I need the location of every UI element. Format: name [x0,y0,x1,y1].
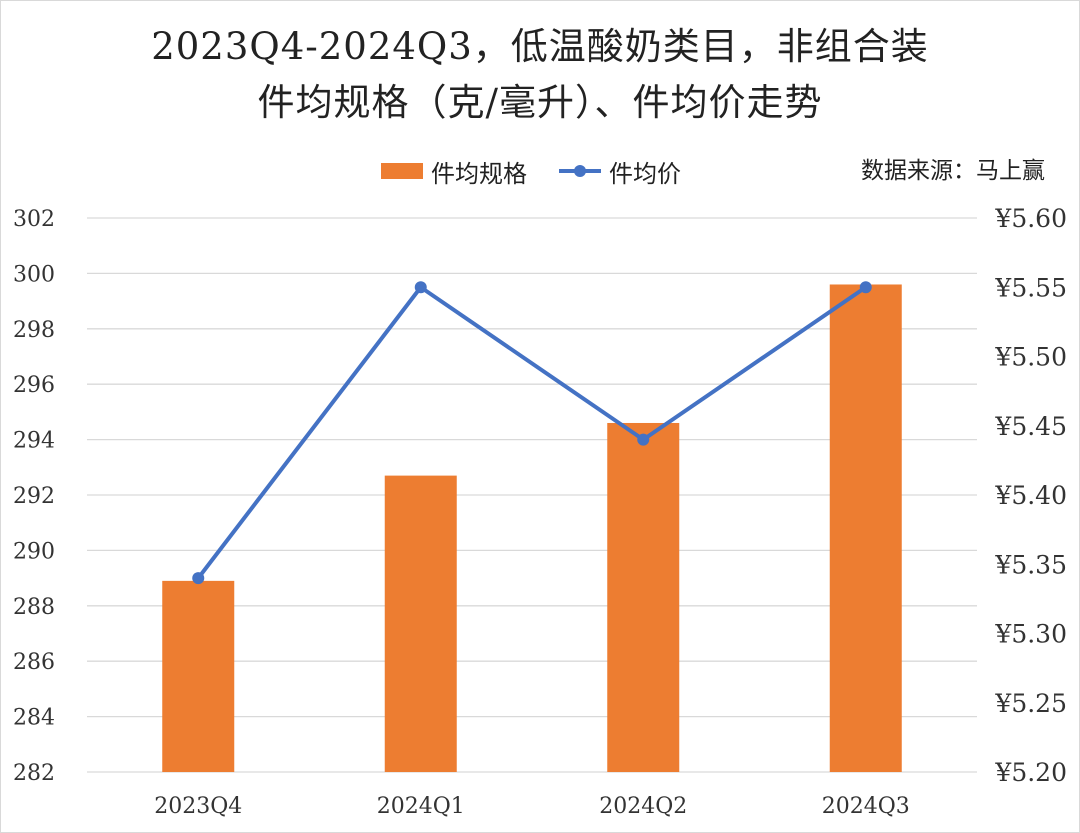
y-right-tick-label: ¥5.55 [994,273,1067,302]
y-left-tick-label: 294 [13,429,55,454]
source-note: 数据来源：马上赢 [861,158,1045,184]
y-right-tick-label: ¥5.20 [994,758,1067,787]
y-left-tick-label: 286 [13,650,55,675]
chart-legend: 件均规格 件均价 [381,153,713,189]
legend-item-size: 件均规格 [381,154,527,189]
bar [607,422,680,772]
y-right-tick-label: ¥5.25 [994,689,1067,718]
y-right-tick-label: ¥5.50 [994,343,1067,372]
price-line [196,285,868,581]
legend-bar-swatch [381,163,423,179]
legend-label-price: 件均价 [609,159,681,188]
y-left-tick-label: 296 [13,373,55,398]
line-point [637,433,650,446]
y-right-tick-label: ¥5.40 [994,481,1067,510]
legend-label-size: 件均规格 [431,159,527,188]
y-left-tick-label: 302 [13,207,55,232]
line-point [859,281,872,294]
y-left-tick-label: 282 [13,761,55,786]
y-left-tick-label: 288 [13,595,55,620]
y-left-tick-label: 300 [13,262,55,287]
legend-item-price: 件均价 [559,154,681,189]
chart-title: 2023Q4-2024Q3，低温酸奶类目，非组合装 件均规格（克/毫升）、件均价… [1,19,1079,131]
line-point [192,572,205,585]
bar [162,580,235,772]
line-point [414,281,427,294]
x-tick-label: 2023Q4 [154,794,242,819]
y-right-tick-label: ¥5.45 [994,412,1067,441]
x-tick-label: 2024Q3 [822,794,910,819]
y-left-tick-label: 284 [13,706,55,731]
y-left-tick-label: 298 [13,318,55,343]
y-right-tick-label: ¥5.35 [994,550,1067,579]
y-left-tick-label: 290 [13,539,55,564]
chart-title-line-1: 2023Q4-2024Q3，低温酸奶类目，非组合装 [151,25,929,68]
y-right-tick-label: ¥5.30 [994,620,1067,649]
y-right-tick-label: ¥5.60 [994,204,1067,233]
bar [829,284,902,772]
bar [384,475,457,772]
y-left-tick-label: 292 [13,484,55,509]
legend-line-swatch [559,163,601,179]
chart-title-line-2: 件均规格（克/毫升）、件均价走势 [257,81,823,124]
x-tick-label: 2024Q2 [599,794,687,819]
x-tick-label: 2024Q1 [377,794,465,819]
